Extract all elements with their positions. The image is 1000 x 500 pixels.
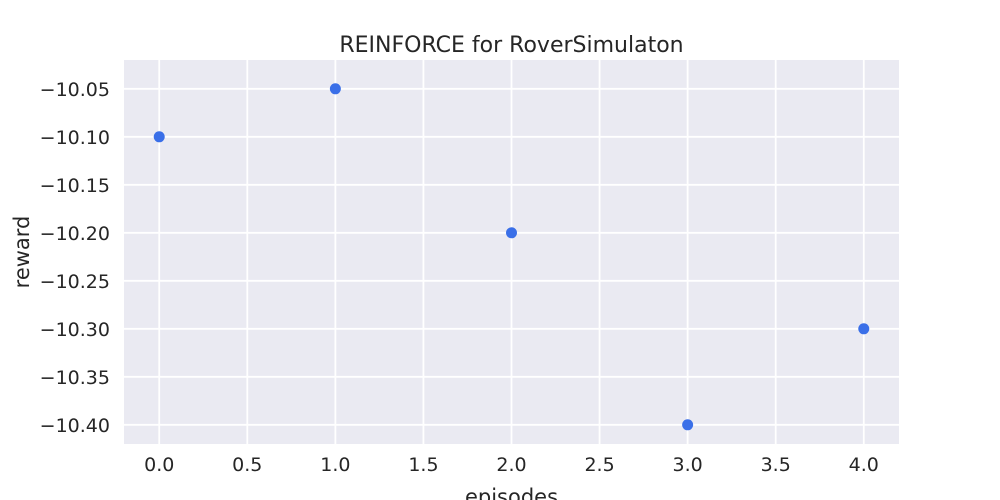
y-tick-label: −10.10 [40, 127, 110, 149]
chart-title: REINFORCE for RoverSimulaton [339, 33, 683, 58]
y-tick-label: −10.25 [40, 271, 110, 293]
y-axis-title: reward [10, 216, 34, 289]
y-tick-label: −10.30 [40, 319, 110, 341]
y-tick-label: −10.40 [40, 415, 110, 437]
x-tick-label: 4.0 [849, 454, 879, 476]
y-tick-label: −10.15 [40, 175, 110, 197]
y-tick-label: −10.20 [40, 223, 110, 245]
x-tick-label: 0.5 [232, 454, 262, 476]
x-tick-label: 3.5 [761, 454, 791, 476]
x-tick-label: 2.5 [584, 454, 614, 476]
x-tick-label: 1.5 [408, 454, 438, 476]
data-point [153, 131, 165, 143]
data-point [682, 419, 694, 431]
data-point [506, 227, 517, 239]
x-tick-label: 1.0 [320, 454, 350, 476]
x-tick-label: 3.0 [673, 454, 703, 476]
x-tick-labels: 0.0 0.5 1.0 1.5 2.0 2.5 3.0 3.5 4.0 [144, 454, 879, 476]
y-tick-label: −10.35 [40, 367, 110, 389]
y-tick-labels: −10.05 −10.10 −10.15 −10.20 −10.25 −10.30 −10.… [40, 79, 110, 437]
data-point [329, 83, 341, 95]
x-axis-title: episodes [465, 485, 558, 500]
y-tick-label: −10.05 [40, 79, 110, 101]
x-tick-label: 0.0 [144, 454, 174, 476]
x-tick-label: 2.0 [496, 454, 526, 476]
data-point [858, 323, 870, 335]
grid [124, 60, 899, 444]
data-points [153, 83, 870, 431]
